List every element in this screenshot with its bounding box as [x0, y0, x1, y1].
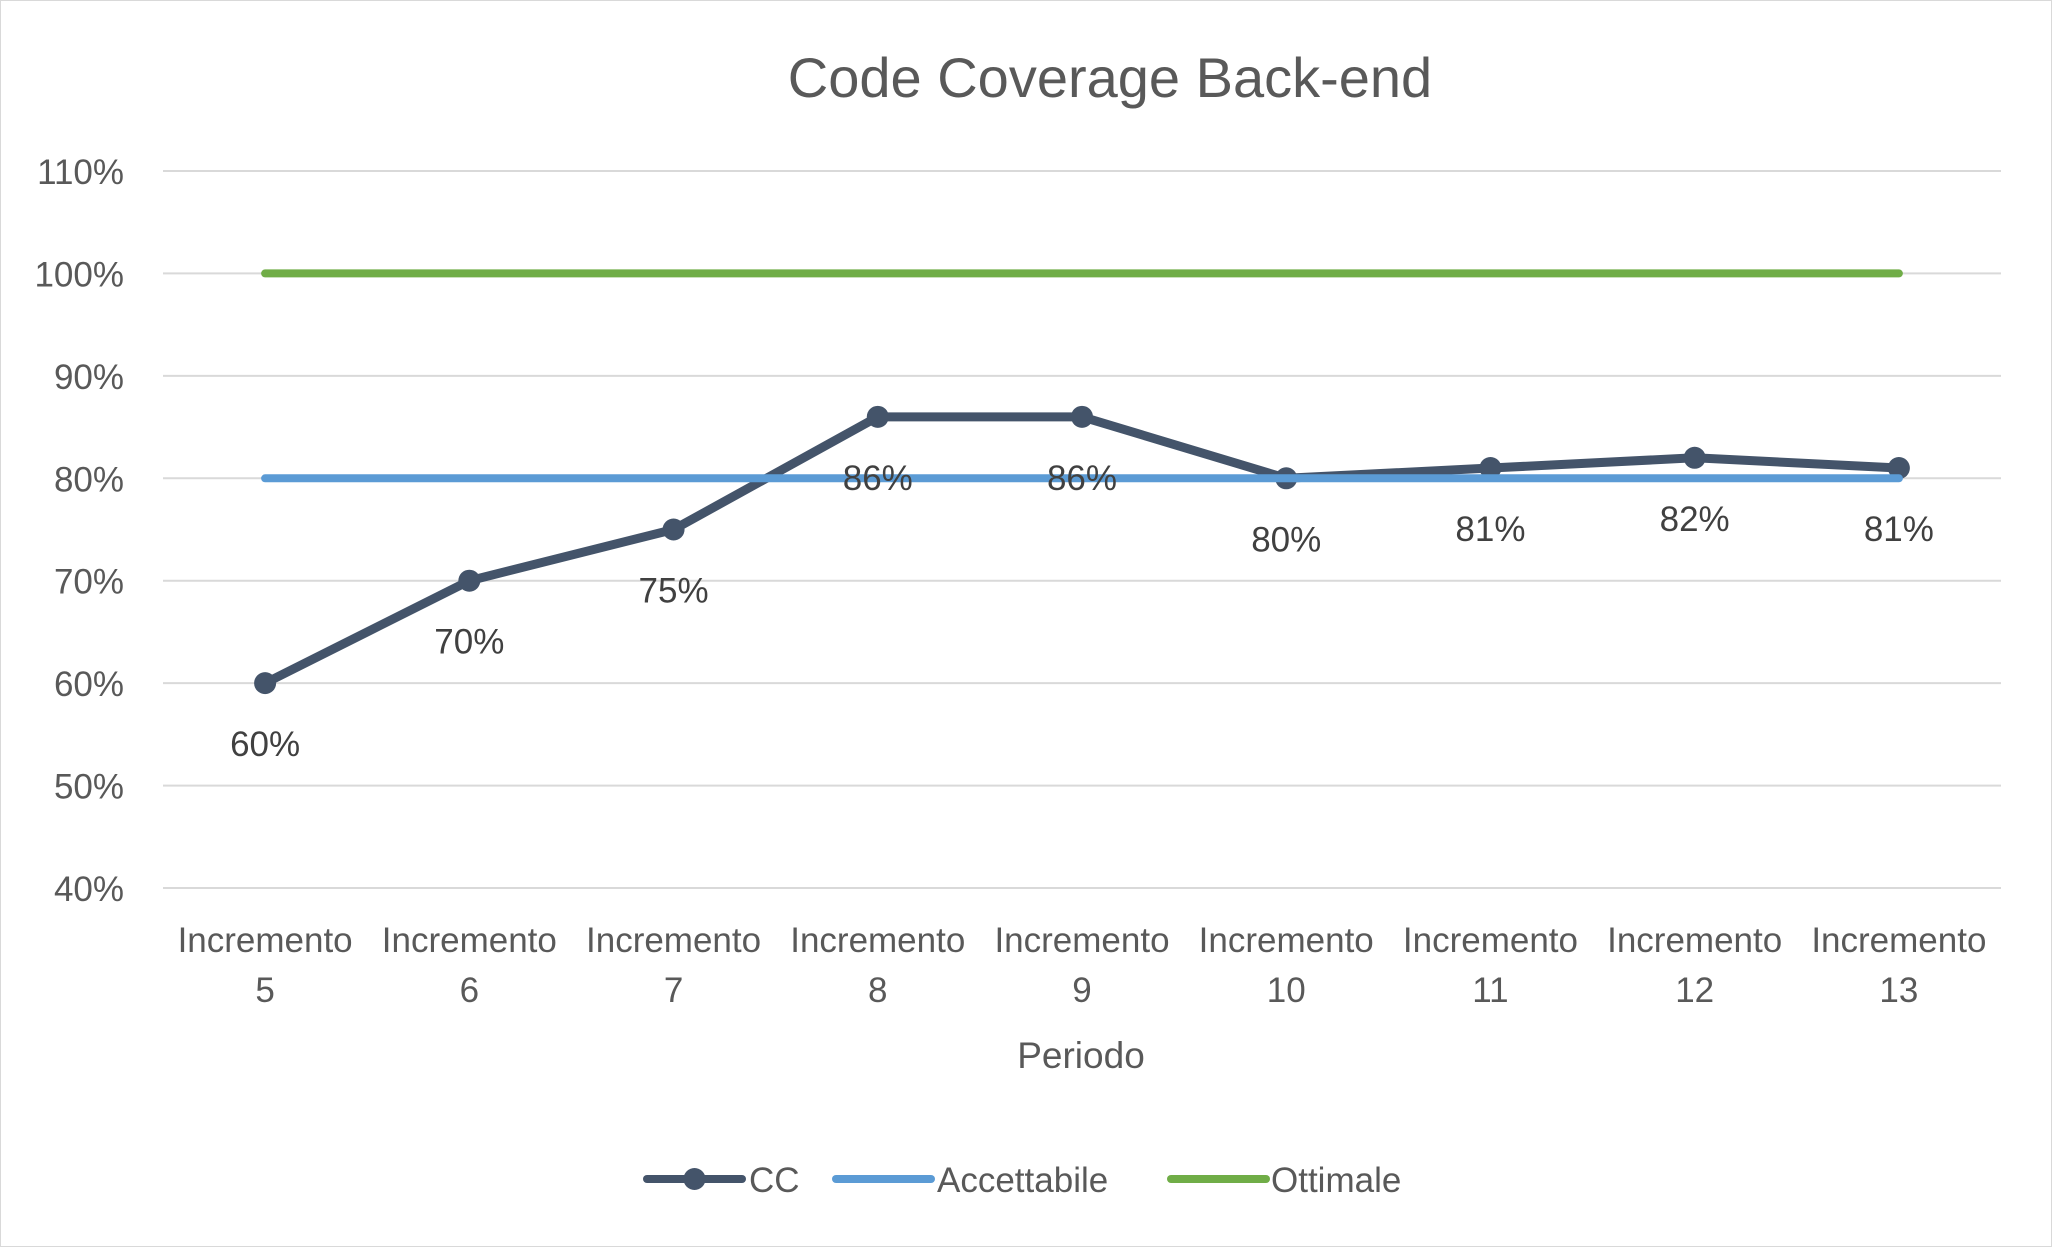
x-tick-label-line: Incremento [1403, 921, 1578, 960]
x-tick-label-line: 9 [1072, 971, 1091, 1010]
data-label: 75% [639, 572, 709, 611]
data-label: 70% [434, 623, 504, 662]
data-label: 86% [843, 459, 913, 498]
legend-label-ottimale: Ottimale [1271, 1161, 1401, 1200]
y-axis-ticks: 40% 50% 60% 70% 80% 90% 100% 110% [34, 153, 124, 909]
data-label: 86% [1047, 459, 1117, 498]
x-tick-label-line: Incremento [382, 921, 557, 960]
data-label: 82% [1660, 500, 1730, 539]
x-tick-label: Incremento 10 [1199, 921, 1374, 1010]
data-label: 81% [1455, 510, 1525, 549]
x-tick-label: Incremento 5 [178, 921, 353, 1010]
y-tick-label: 90% [54, 358, 124, 397]
y-tick-label: 40% [54, 870, 124, 909]
legend-marker-cc [683, 1168, 706, 1190]
data-labels: 60% 70% 75% 86% 86% 80% 81% 82% 81% [230, 459, 1934, 764]
series-line-cc [260, 412, 1904, 688]
x-tick-label-line: Incremento [178, 921, 353, 960]
data-point-cc [1887, 457, 1910, 480]
x-tick-label-line: 8 [868, 971, 887, 1010]
data-point-cc [458, 569, 481, 592]
x-tick-label: Incremento 11 [1403, 921, 1578, 1010]
x-tick-label-line: Incremento [1811, 921, 1986, 960]
x-tick-label-line: 11 [1472, 971, 1508, 1010]
x-tick-label-line: 13 [1879, 971, 1918, 1010]
data-point-cc [662, 518, 685, 541]
x-tick-label-line: 10 [1267, 971, 1306, 1010]
legend-label-accettabile: Accettabile [937, 1161, 1108, 1200]
x-tick-label-line: 12 [1675, 971, 1714, 1010]
x-tick-label-line: Incremento [994, 921, 1169, 960]
x-tick-label: Incremento 12 [1607, 921, 1782, 1010]
legend-label-cc: CC [749, 1161, 800, 1200]
chart-title: Code Coverage Back-end [788, 46, 1432, 109]
y-tick-label: 100% [34, 255, 124, 294]
legend: CC Accettabile Ottimale [643, 1161, 1401, 1200]
data-label: 81% [1864, 510, 1934, 549]
x-tick-label-line: 5 [255, 971, 274, 1010]
x-tick-label: Incremento 13 [1811, 921, 1986, 1010]
y-tick-label: 50% [54, 768, 124, 807]
data-point-cc [1071, 405, 1093, 428]
data-label: 80% [1251, 520, 1321, 559]
data-label: 60% [230, 725, 300, 764]
x-tick-label-line: Incremento [586, 921, 761, 960]
x-tick-label: Incremento 7 [586, 921, 761, 1010]
x-axis-title: Periodo [1017, 1035, 1145, 1076]
x-tick-label-line: 6 [460, 971, 479, 1010]
data-point-cc [1479, 457, 1502, 480]
y-tick-label: 110% [37, 153, 124, 192]
x-tick-label-line: 7 [664, 971, 683, 1010]
data-point-cc [866, 405, 889, 428]
x-tick-label-line: Incremento [790, 921, 965, 960]
y-tick-label: 80% [54, 460, 124, 499]
y-tick-label: 70% [54, 563, 124, 602]
x-tick-label: Incremento 9 [994, 921, 1169, 1010]
data-point-cc [254, 672, 277, 695]
data-point-cc [1683, 446, 1706, 469]
x-tick-label: Incremento 6 [382, 921, 557, 1010]
y-tick-label: 60% [54, 665, 124, 704]
series-lines [254, 269, 1910, 695]
x-tick-label-line: Incremento [1607, 921, 1782, 960]
x-tick-label: Incremento 8 [790, 921, 965, 1010]
x-tick-label-line: Incremento [1199, 921, 1374, 960]
